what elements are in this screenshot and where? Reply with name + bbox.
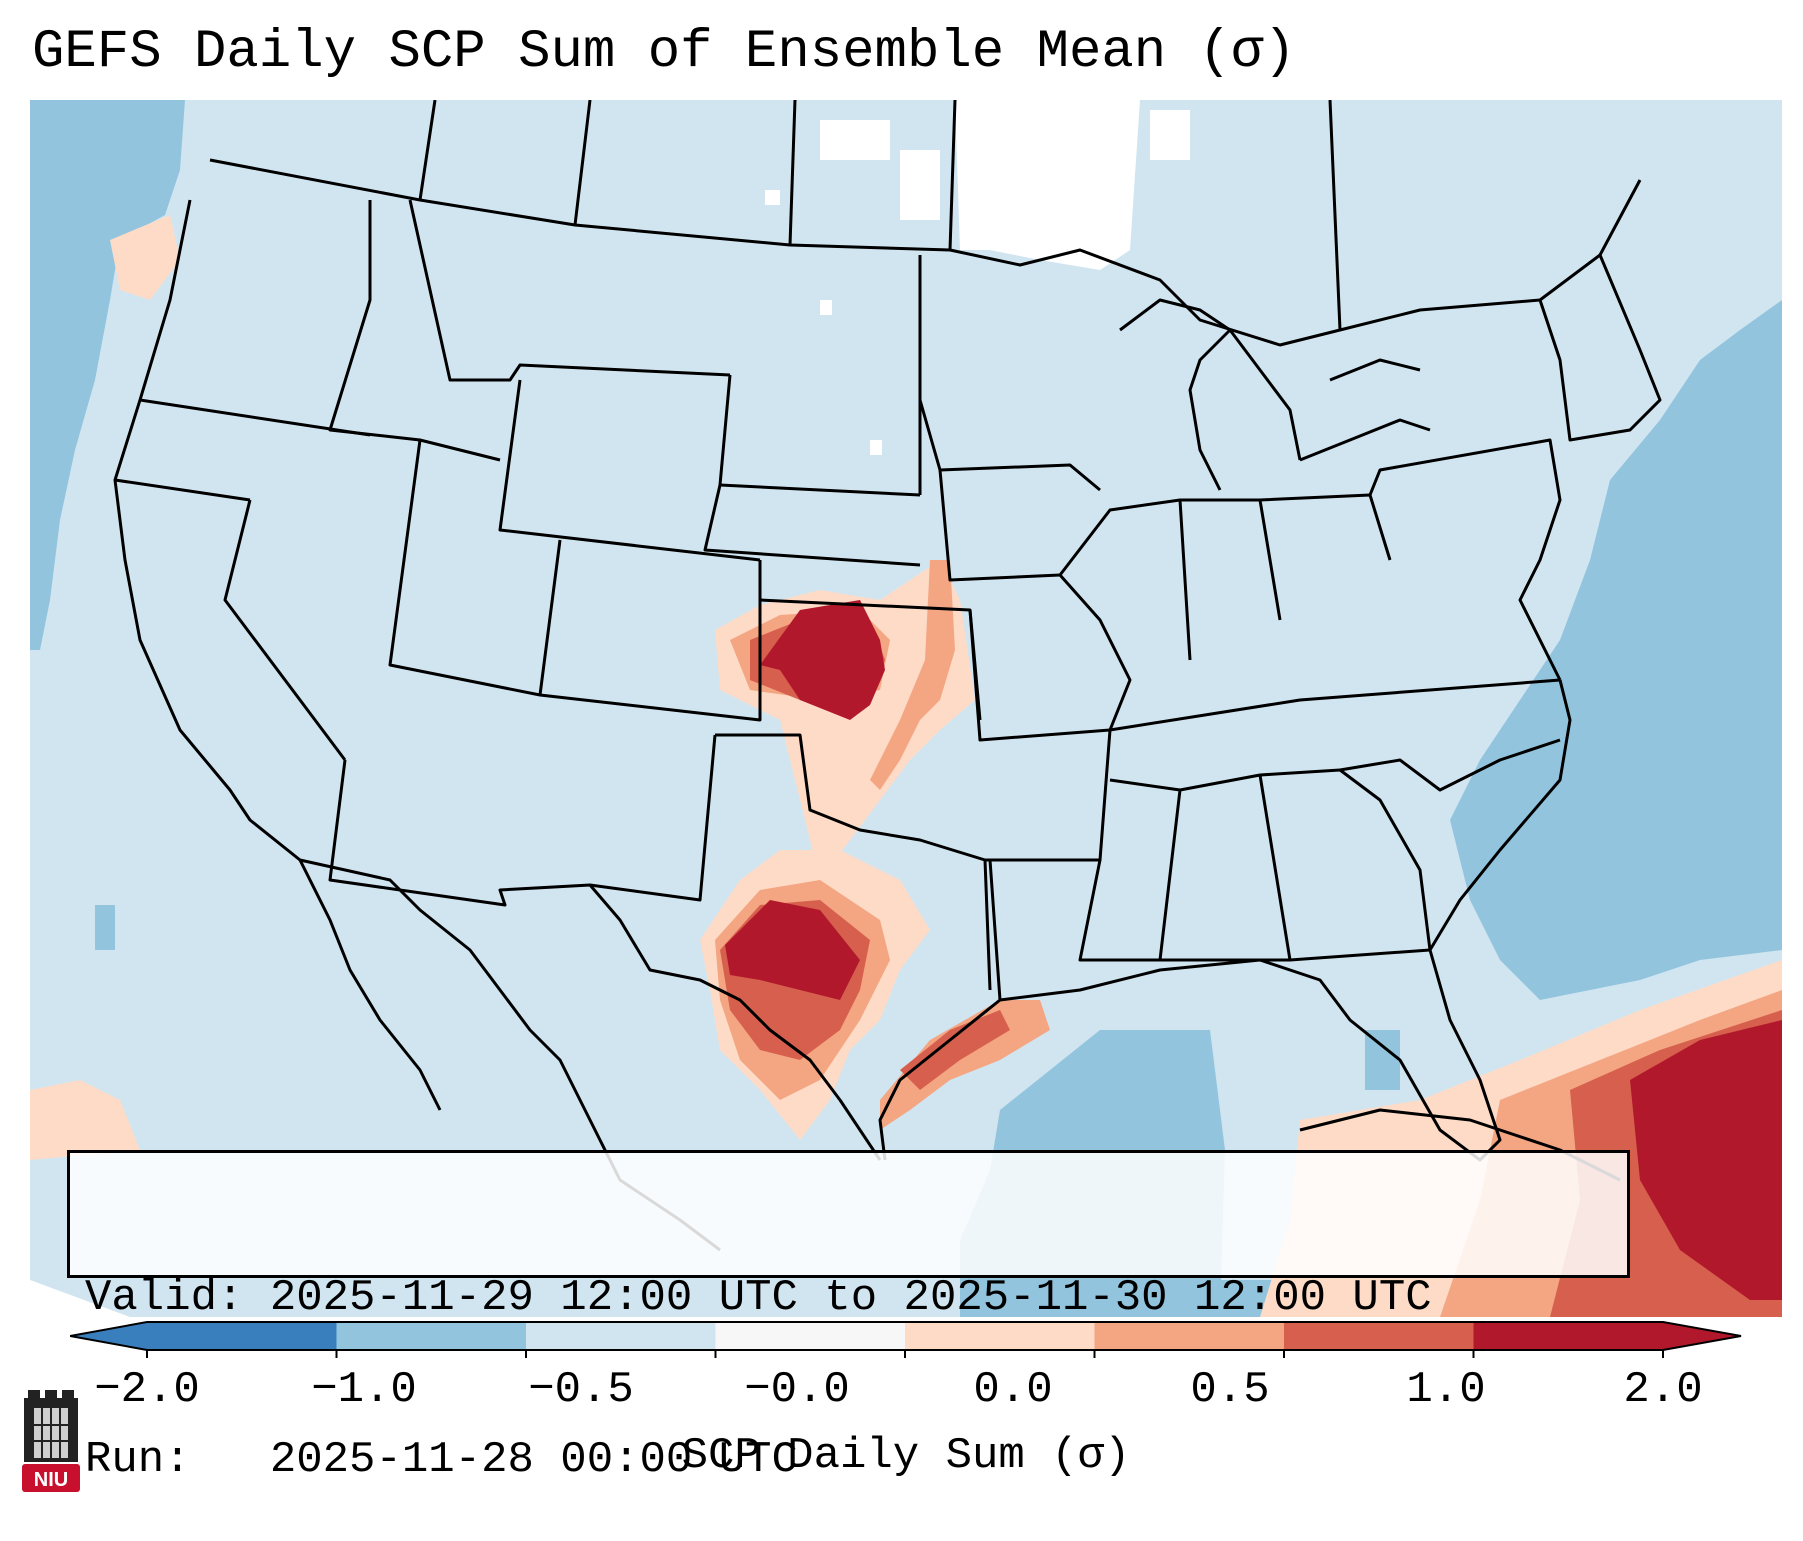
tick-label: −0.5 [528, 1365, 634, 1415]
new-england [1538, 254, 1662, 442]
logo-text: NIU [34, 1469, 68, 1491]
tick-label: 0.5 [1190, 1365, 1270, 1415]
colorbar-segment [147, 1322, 337, 1350]
colorbar-segment [336, 1322, 527, 1350]
nm-az-line [328, 734, 717, 907]
ga-fl-line [1259, 768, 1432, 962]
missing-data-patch [820, 120, 890, 160]
canada-province-lines [418, 100, 1342, 331]
run-label: Run: [85, 1435, 191, 1485]
sd-ne-line [703, 484, 921, 567]
missing-data-patch [900, 150, 940, 220]
baja-coast [298, 859, 442, 1111]
ia-mo-line [938, 469, 1061, 582]
mn-line [918, 399, 1101, 492]
missing-data-patch [765, 190, 780, 205]
tx-coast [878, 998, 1001, 1161]
run-line: Run: 2025-11-28 00:00 UTC [85, 1433, 1627, 1487]
colorbar-extend-high [1663, 1322, 1741, 1350]
missing-data-south [30, 1280, 130, 1317]
caribbean-max-positive [1630, 1020, 1782, 1300]
colorbar-segment [526, 1322, 716, 1350]
atlantic-se-negative [1365, 1030, 1400, 1090]
sc-nc-line [1339, 738, 1561, 792]
map-panel [30, 100, 1782, 1317]
tn-ky-line [1109, 678, 1561, 732]
colorbar-segment [1094, 1322, 1285, 1350]
run-value: 2025-11-28 00:00 UTC [269, 1435, 798, 1485]
great-lakes [1119, 298, 1431, 491]
sw-pacific-positive [30, 1080, 140, 1160]
valid-line: Valid: 2025-11-29 12:00 UTC to 2025-11-3… [85, 1271, 1627, 1325]
missing-data-canada [955, 100, 1140, 270]
tx-la-line [988, 859, 1002, 1001]
pacific-positive [110, 215, 180, 300]
co-line [539, 560, 762, 722]
gulf-coast-positive [880, 1000, 1050, 1130]
tick-label: 1.0 [1406, 1365, 1486, 1415]
info-box: Valid: 2025-11-29 12:00 UTC to 2025-11-3… [67, 1150, 1630, 1485]
wy-line [498, 379, 761, 562]
mo-ar-line [968, 574, 1132, 742]
valid-value: 2025-11-29 12:00 UTC to 2025-11-30 12:00… [269, 1273, 1432, 1323]
colorbar-segment [715, 1322, 906, 1350]
tick-label: −2.0 [94, 1365, 200, 1415]
us-canada-border [209, 158, 1642, 347]
tick-label: 0.0 [973, 1365, 1053, 1415]
ca-nv-line [223, 499, 347, 761]
al-ga-line [1160, 773, 1292, 962]
gulf-coast-strong [900, 1010, 1010, 1090]
colorbar-segment [1473, 1322, 1664, 1350]
atlantic-ocean-negative [1450, 300, 1782, 1000]
colorbar-segment [1284, 1322, 1474, 1350]
missing-data-patch [1150, 110, 1190, 160]
colorbar-label: SCP Daily Sum (σ) [681, 1431, 1131, 1481]
tick-label: −0.0 [744, 1365, 850, 1415]
pacific-ocean-negative [30, 100, 185, 650]
pacific-south-negative [95, 905, 115, 950]
niu-logo: NIU [22, 1390, 80, 1492]
oklahoma-band-positive [870, 560, 955, 790]
west-coast [113, 199, 301, 862]
colorbar-segment [905, 1322, 1095, 1350]
valid-label: Valid: [85, 1273, 244, 1323]
ut-co-line [388, 439, 562, 697]
idaho-line [328, 200, 501, 462]
mid-atlantic [1368, 438, 1562, 681]
kansas-max-positive [760, 600, 885, 720]
missing-data-patch [870, 440, 882, 455]
map-title: GEFS Daily SCP Sum of Ensemble Mean (σ) [32, 22, 1296, 83]
colorbar [70, 1321, 1742, 1358]
rio-grande [588, 884, 882, 1161]
missing-data-patch [820, 300, 832, 315]
colorbar-extend-low [70, 1322, 147, 1350]
texas-max-positive [725, 900, 860, 1000]
or-ca-line [114, 478, 251, 502]
tick-label: 2.0 [1623, 1365, 1703, 1415]
tick-label: −1.0 [311, 1365, 417, 1415]
mt-line [408, 199, 731, 382]
